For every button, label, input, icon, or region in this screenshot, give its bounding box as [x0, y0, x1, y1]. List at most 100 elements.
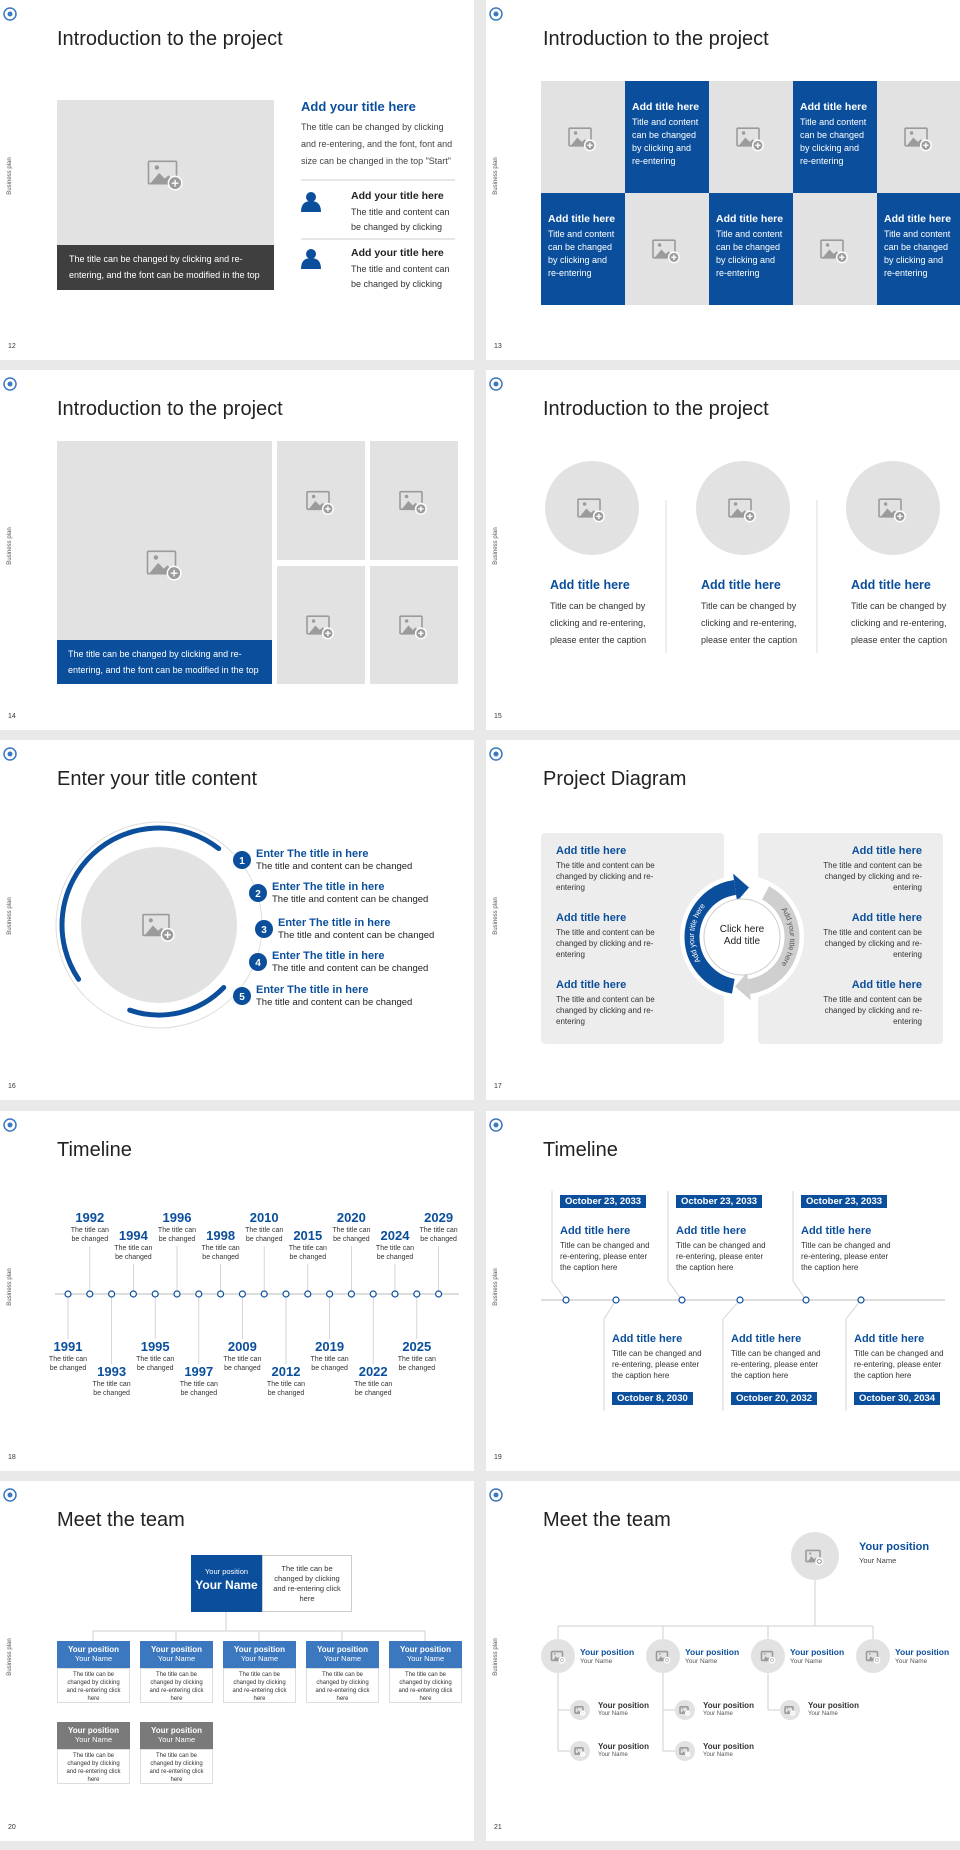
image-icon-plus [418, 630, 424, 636]
number-badge-label: 1 [239, 856, 245, 867]
slide: Meet the team 21 Business plan Your positio… [486, 1481, 960, 1841]
report-position: Your position [703, 1701, 754, 1710]
member-position: Your position [895, 1647, 950, 1657]
image-icon-plus [325, 506, 331, 512]
item-title: Add title here [556, 845, 627, 857]
item-title: Add title here [701, 578, 781, 592]
item-title: Add your title here [351, 247, 444, 259]
lead-position: Your position [204, 1567, 249, 1576]
image-icon-frame [820, 239, 844, 259]
event-year: 2022 [358, 1364, 388, 1379]
event-caption: The title can be changed [223, 1356, 262, 1372]
arc-arrowhead [733, 873, 749, 902]
item-title: Add title here [550, 578, 630, 592]
image-icon-sun [154, 165, 160, 170]
event-year: 1996 [162, 1210, 192, 1225]
lead-note: The title can be changed by clicking and… [262, 1555, 352, 1612]
image-icon-frame [306, 615, 330, 635]
center-label: Add title [723, 936, 761, 947]
member-position: Your position [580, 1647, 635, 1657]
event-year: 2029 [424, 1210, 454, 1225]
image-placeholder [646, 1639, 680, 1673]
image-icon-frame [147, 160, 178, 185]
image-icon-sun [576, 1748, 579, 1751]
image-icon-sun [553, 1653, 556, 1655]
member-note: The title can be changed by clicking and… [140, 1668, 213, 1703]
image-placeholder [791, 1532, 839, 1580]
item-title: Enter The title in here [256, 848, 369, 860]
center-circle [703, 898, 781, 976]
image-icon-plus [671, 254, 677, 260]
left-panel [541, 833, 724, 1044]
logo [489, 7, 503, 21]
image-icon-frame [728, 498, 752, 518]
event-date: October 23, 2033 [801, 1195, 888, 1208]
slide-number: 13 [494, 343, 502, 350]
item-title: Add title here [851, 912, 922, 924]
image-icon-plus [170, 569, 178, 577]
member-name: Your Name [790, 1658, 823, 1665]
event-caption: The title can be changed [114, 1245, 153, 1261]
report-name: Your Name [598, 1752, 628, 1758]
image-icon-sun [809, 1552, 812, 1555]
slide: Add your title here Add your title here Pr… [486, 740, 960, 1100]
section-heading: Add your title here [301, 99, 416, 114]
member-position: Your position [151, 1645, 202, 1654]
member-name: Your Name [157, 1654, 196, 1663]
slide-graphics [489, 377, 940, 653]
event-caption: The title can be changed [245, 1227, 284, 1243]
image-placeholder [277, 566, 365, 684]
slide-number: 16 [8, 1083, 16, 1090]
item-body: The title and content can be changed [256, 997, 413, 1008]
blue-arc [59, 825, 222, 982]
image-icon-plus [164, 931, 171, 938]
member-header: Your position Your Name [57, 1641, 130, 1668]
image-placeholder [370, 441, 458, 560]
timeline-dot [282, 1290, 290, 1298]
slide-graphics [489, 7, 960, 305]
image-placeholder [570, 1741, 590, 1761]
event-year: 2012 [271, 1364, 301, 1379]
event-caption: The title can be changed [310, 1356, 349, 1372]
item-body: Title can be changed by clicking and re-… [701, 601, 798, 645]
event-caption: The title can be changed [48, 1356, 88, 1372]
slide: Introduction to the project 14 Business pl… [0, 370, 474, 730]
item-title: Add title here [851, 845, 922, 857]
slide-title: Timeline [543, 1139, 618, 1161]
item-body: The title and content can be changed [272, 894, 429, 905]
timeline-dot [612, 1296, 620, 1304]
timeline-dot [238, 1290, 246, 1298]
slide-number: 20 [8, 1824, 16, 1831]
slide-number: 19 [494, 1454, 502, 1461]
image-icon-plus [418, 506, 424, 512]
event-title: Add title here [560, 1225, 631, 1237]
image-placeholder [57, 100, 274, 245]
side-label: Business plan [493, 897, 499, 935]
image-icon-frame [904, 127, 928, 147]
slide-graphics [3, 1488, 426, 1641]
timeline-dot [678, 1296, 686, 1304]
connector-line [603, 1299, 617, 1411]
image-icon-frame [736, 127, 760, 147]
side-label: Business plan [493, 1638, 499, 1676]
logo [489, 377, 503, 391]
image-icon-plus [791, 1712, 794, 1714]
event-year: 2020 [336, 1210, 366, 1225]
event-year: 1992 [75, 1210, 105, 1225]
image-icon-frame [784, 1706, 794, 1715]
logo-core [493, 751, 499, 757]
event-year: 1998 [206, 1228, 236, 1243]
timeline-dot [64, 1290, 72, 1298]
image-icon-mountain [787, 1710, 791, 1714]
image-icon-frame [679, 1746, 689, 1755]
image-icon-frame [655, 1650, 669, 1662]
image-placeholder [277, 441, 365, 560]
member-position: Your position [790, 1647, 845, 1657]
image-placeholder [675, 1700, 695, 1720]
image-icon-frame [577, 498, 601, 518]
event-year: 2024 [380, 1228, 410, 1243]
timeline-dot [151, 1290, 159, 1298]
logo-core [493, 1122, 499, 1128]
slide-title: Introduction to the project [543, 28, 769, 50]
image-icon-sun [657, 243, 662, 247]
